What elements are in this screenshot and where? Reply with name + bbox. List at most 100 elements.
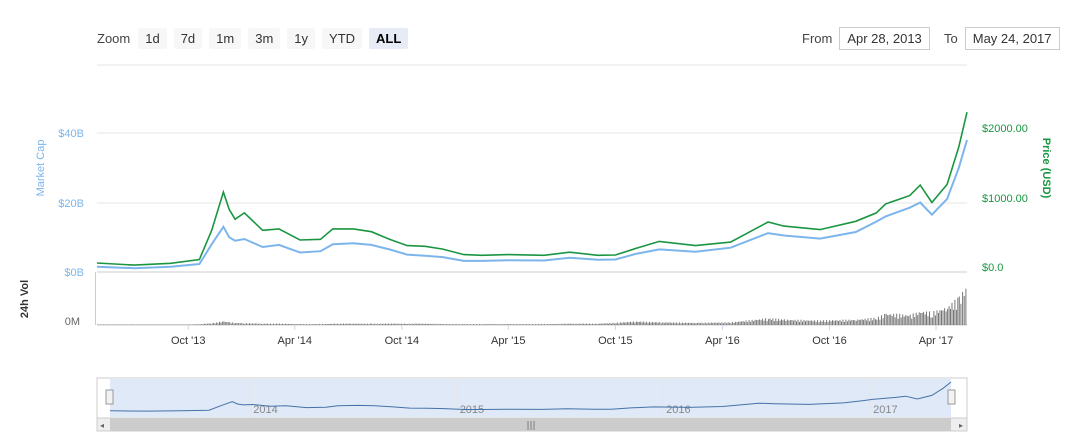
volume-bar <box>803 319 805 325</box>
volume-bar <box>479 324 480 325</box>
volume-bar <box>249 323 250 325</box>
volume-bar <box>146 324 148 325</box>
scrollbar-thumb[interactable] <box>110 418 951 431</box>
scroll-left-arrow-icon[interactable]: ◂ <box>100 421 104 430</box>
scrollbar-grip-icon: ||| <box>526 421 535 431</box>
volume-axis-title: 24h Vol <box>19 280 31 318</box>
volume-bar <box>751 319 753 325</box>
zoom-all-button[interactable]: ALL <box>369 27 409 49</box>
scroll-right-arrow-icon[interactable]: ▸ <box>959 421 963 430</box>
volume-bar <box>277 323 279 325</box>
volume-bar <box>451 324 453 325</box>
volume-bar <box>363 323 365 325</box>
volume-bar <box>241 323 243 325</box>
volume-bar <box>320 324 322 325</box>
navigator-tick-label: 2017 <box>873 404 897 416</box>
volume-bar <box>931 317 933 325</box>
volume-bar <box>462 324 464 325</box>
volume-bar <box>292 323 294 325</box>
volume-bar <box>869 321 870 325</box>
volume-bar <box>742 321 744 325</box>
volume-bar <box>426 323 428 325</box>
volume-bar <box>194 324 196 325</box>
volume-bar <box>509 324 511 325</box>
volume-bar <box>735 321 737 325</box>
volume-bar <box>314 324 316 325</box>
volume-bar <box>675 322 677 325</box>
volume-bar <box>782 320 784 325</box>
volume-bar <box>557 323 559 325</box>
volume-bar <box>396 324 398 325</box>
navigator-left-handle[interactable] <box>105 389 114 405</box>
volume-bar <box>216 322 218 325</box>
volume-bar <box>100 324 101 325</box>
volume-bar <box>640 321 642 325</box>
volume-bar <box>951 302 953 325</box>
zoom-1m-button[interactable]: 1m <box>209 27 242 49</box>
volume-bar <box>713 322 715 325</box>
volume-bar <box>310 324 312 325</box>
navigator-right-handle[interactable] <box>947 389 956 405</box>
volume-bar <box>502 324 504 325</box>
volume-bar <box>855 320 857 325</box>
volume-bar <box>454 324 456 325</box>
volume-bar <box>630 321 631 325</box>
zoom-1d-button[interactable]: 1d <box>138 27 167 49</box>
volume-bar <box>824 322 826 325</box>
volume-bar <box>511 324 513 325</box>
volume-bar <box>265 323 267 325</box>
volume-bar <box>591 323 593 325</box>
volume-bar <box>442 324 444 325</box>
volume-bar <box>238 323 240 325</box>
volume-bar <box>457 324 459 325</box>
volume-bar <box>760 320 762 325</box>
volume-bar <box>960 303 962 325</box>
volume-bar <box>319 324 320 325</box>
volume-bar <box>625 322 627 325</box>
zoom-7d-button[interactable]: 7d <box>173 27 203 49</box>
volume-bar <box>681 322 683 325</box>
volume-bar <box>139 324 140 325</box>
volume-bar <box>848 319 850 325</box>
volume-bar <box>945 311 947 325</box>
volume-bar <box>962 291 964 325</box>
volume-bar <box>535 324 537 325</box>
volume-bar <box>207 323 209 325</box>
volume-bar <box>489 324 491 325</box>
navigator-selection[interactable] <box>110 379 951 417</box>
volume-bar <box>635 321 637 325</box>
volume-bar <box>929 311 930 325</box>
volume-bar <box>809 320 811 325</box>
volume-bar <box>288 324 289 325</box>
zoom-1y-button[interactable]: 1y <box>287 27 316 49</box>
volume-bar <box>863 320 865 325</box>
from-date-input[interactable]: Apr 28, 2013 <box>839 26 930 50</box>
volume-bar <box>178 324 180 325</box>
volume-bar <box>223 321 225 325</box>
volume-bar <box>841 321 842 325</box>
volume-bar <box>369 323 371 325</box>
volume-bar <box>524 324 526 325</box>
zoom-ytd-button[interactable]: YTD <box>322 27 363 49</box>
volume-bar <box>187 324 189 325</box>
volume-bar <box>650 322 652 325</box>
volume-bar <box>242 323 244 325</box>
volume-bar <box>920 313 922 325</box>
volume-bar <box>748 320 750 325</box>
volume-bar <box>958 296 960 325</box>
y-right-tick: $1000.00 <box>982 193 1028 205</box>
y-right-tick: $0.0 <box>982 262 1003 274</box>
to-date-input[interactable]: May 24, 2017 <box>964 26 1060 50</box>
volume-bar <box>609 322 611 325</box>
x-tick-label: Apr '14 <box>277 335 312 347</box>
volume-bar <box>695 322 697 325</box>
volume-bar <box>941 310 942 325</box>
volume-bar <box>471 324 473 325</box>
volume-bar <box>726 323 728 325</box>
volume-bar <box>270 323 271 325</box>
volume-bar <box>794 319 796 325</box>
volume-bar <box>584 323 586 325</box>
zoom-3m-button[interactable]: 3m <box>248 27 281 49</box>
volume-bar <box>660 323 662 325</box>
